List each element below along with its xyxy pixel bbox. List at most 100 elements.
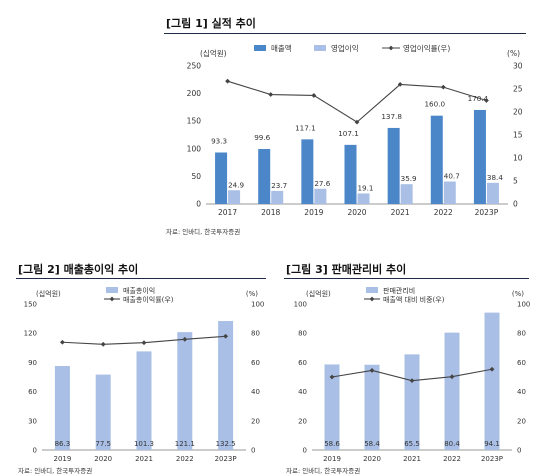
title-rule-2 bbox=[16, 278, 266, 279]
legend-swatch bbox=[106, 287, 118, 293]
bar-2 bbox=[271, 190, 284, 204]
data-label: 86.3 bbox=[55, 440, 71, 448]
data-label: 65.5 bbox=[404, 440, 420, 448]
legend-swatch bbox=[314, 45, 326, 51]
bar-1 bbox=[404, 354, 420, 450]
data-label: 40.7 bbox=[444, 172, 460, 181]
legend-label: 영업이익 bbox=[331, 43, 359, 53]
bar-1 bbox=[430, 115, 443, 204]
left-unit-label: (십억원) bbox=[306, 289, 331, 298]
x-tick-label: 2021 bbox=[403, 455, 421, 462]
line-point bbox=[60, 339, 65, 345]
data-label: 94.1 bbox=[484, 440, 500, 448]
legend-label: 매출액 bbox=[271, 43, 292, 53]
legend-swatch bbox=[254, 45, 266, 51]
legend-marker bbox=[388, 45, 394, 51]
x-tick-label: 2018 bbox=[261, 208, 280, 216]
bar-1 bbox=[95, 374, 111, 450]
y2-tick-label: 60 bbox=[251, 359, 260, 367]
x-tick-label: 2023P bbox=[215, 455, 237, 462]
bar-1 bbox=[444, 332, 460, 450]
x-tick-label: 2022 bbox=[434, 208, 453, 216]
y2-tick-label: 30 bbox=[513, 62, 523, 71]
bar-1 bbox=[301, 139, 314, 204]
bar-2 bbox=[400, 184, 413, 204]
data-label: 121.1 bbox=[175, 440, 195, 448]
x-tick-label: 2023P bbox=[481, 455, 503, 462]
chart-2: 0 30 60 90 120 150 0 20 40 60 80 100 (십억원) (%) 2019 202… bbox=[24, 286, 265, 462]
y2-tick-label: 5 bbox=[513, 177, 518, 186]
data-label: 27.6 bbox=[314, 179, 330, 188]
y2-tick-label: 10 bbox=[513, 154, 523, 163]
y2-tick-label: 40 bbox=[517, 388, 526, 396]
bar-2 bbox=[486, 182, 499, 204]
title-rule-1 bbox=[164, 33, 526, 34]
x-tick-label: 2020 bbox=[363, 455, 381, 462]
line-point bbox=[141, 340, 147, 346]
data-label: 93.3 bbox=[211, 136, 227, 145]
line-point bbox=[225, 78, 230, 84]
y2-tick-label: 80 bbox=[517, 330, 526, 338]
line-point bbox=[311, 93, 317, 98]
y-tick-label: 30 bbox=[28, 417, 37, 425]
data-label: 23.7 bbox=[271, 181, 287, 190]
line-point bbox=[489, 366, 495, 372]
y-tick-label: 200 bbox=[187, 89, 202, 98]
x-tick-label: 2020 bbox=[347, 208, 366, 216]
y-tick-label: 40 bbox=[298, 388, 307, 396]
y-tick-label: 0 bbox=[33, 447, 37, 455]
line-point bbox=[268, 92, 274, 97]
y-tick-label: 0 bbox=[196, 200, 201, 209]
y2-tick-label: 40 bbox=[251, 388, 260, 396]
data-label: 160.0 bbox=[424, 100, 445, 109]
y-tick-label: 50 bbox=[191, 172, 201, 181]
x-tick-label: 2022 bbox=[443, 455, 461, 462]
y-tick-label: 100 bbox=[187, 144, 202, 153]
y2-tick-label: 80 bbox=[251, 330, 260, 338]
y2-tick-label: 0 bbox=[517, 447, 521, 455]
line-series bbox=[227, 80, 487, 123]
legend-label: 판매관리비 bbox=[383, 286, 415, 295]
data-label: 77.5 bbox=[95, 440, 111, 448]
x-tick-label: 2020 bbox=[94, 455, 112, 462]
bar-2 bbox=[443, 181, 456, 204]
bar-1 bbox=[344, 144, 357, 204]
left-unit-label: (십억원) bbox=[200, 49, 227, 58]
line-point bbox=[409, 378, 415, 384]
x-tick-label: 2022 bbox=[176, 455, 194, 462]
y-tick-label: 150 bbox=[24, 301, 37, 309]
data-label: 137.8 bbox=[381, 112, 402, 121]
line-point bbox=[369, 368, 375, 373]
title-rule-3 bbox=[284, 278, 529, 279]
y-tick-label: 150 bbox=[187, 117, 202, 126]
chart-title-2: [그림 2] 매출총이익 추이 bbox=[18, 263, 139, 276]
line-point bbox=[397, 82, 403, 87]
y2-tick-label: 20 bbox=[517, 417, 526, 425]
right-unit-label: (%) bbox=[246, 290, 258, 298]
y-tick-label: 20 bbox=[298, 417, 307, 425]
data-label: 58.6 bbox=[324, 440, 340, 448]
y2-tick-label: 0 bbox=[251, 447, 255, 455]
y-tick-label: 100 bbox=[294, 301, 307, 309]
data-label: 117.1 bbox=[295, 123, 316, 132]
y2-tick-label: 100 bbox=[251, 301, 264, 309]
legend-label: 영업이익률(우) bbox=[403, 43, 450, 53]
legend-marker bbox=[109, 296, 115, 302]
bar-1 bbox=[387, 127, 400, 204]
chart-1: 0 50 100 150 200 250 0 5 10 15 20 25 30 (십억원) (%) 2017 2… bbox=[187, 43, 523, 216]
legend-label: 매출총이익률(우) bbox=[123, 295, 174, 304]
y-tick-label: 60 bbox=[28, 388, 37, 396]
data-label: 38.4 bbox=[487, 173, 503, 182]
bar-1 bbox=[54, 366, 70, 450]
line-point bbox=[223, 333, 228, 339]
x-tick-label: 2021 bbox=[391, 208, 410, 216]
legend-label: 매출액 대비 비중(우) bbox=[383, 295, 445, 304]
bar-2 bbox=[357, 193, 370, 204]
source-note-3: 자료: 인바디, 한국투자증권 bbox=[286, 467, 361, 475]
y-tick-label: 250 bbox=[187, 62, 202, 71]
y-tick-label: 80 bbox=[298, 330, 307, 338]
bar-2 bbox=[228, 190, 241, 204]
y2-tick-label: 0 bbox=[513, 200, 518, 209]
y2-tick-label: 60 bbox=[517, 359, 526, 367]
legend-label: 매출총이익 bbox=[123, 286, 155, 295]
